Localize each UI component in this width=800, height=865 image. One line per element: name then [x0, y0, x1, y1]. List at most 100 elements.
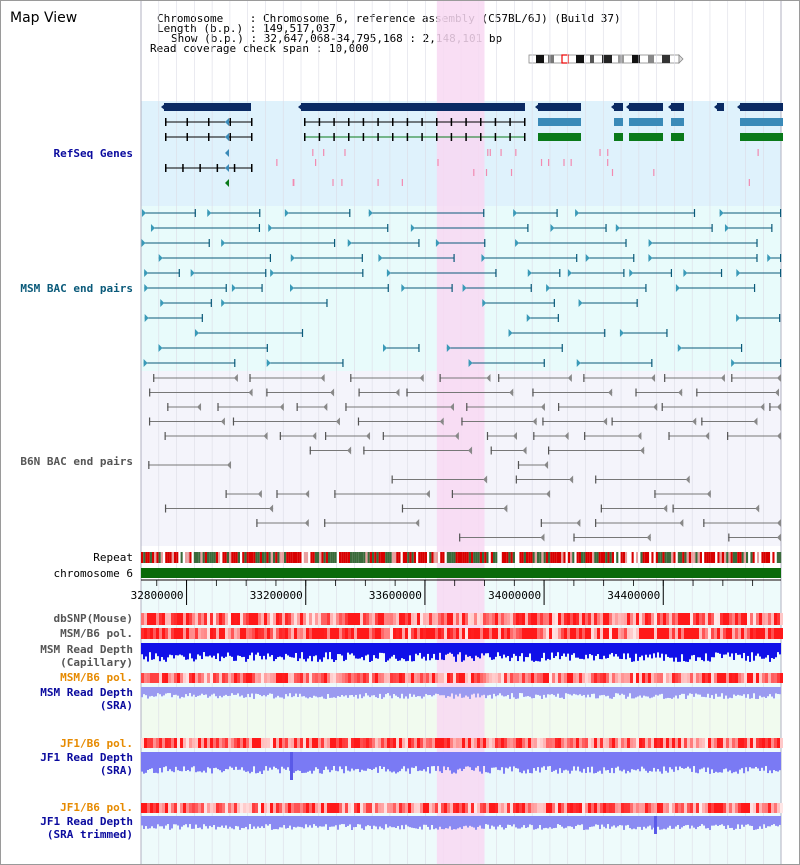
jf1-trim-depth-bar: [671, 816, 673, 829]
msm-pol2-heat-cell: [762, 673, 765, 683]
refseq-exon: [251, 118, 253, 126]
repeat-element: [603, 552, 606, 563]
jf1-pol-heat-cell: [678, 738, 681, 748]
refseq-exon: [229, 118, 231, 126]
msm-pol2-heat-cell: [747, 673, 750, 683]
dbsnp-heat-cell: [687, 613, 690, 625]
jf1-trim-depth-bar: [521, 816, 523, 828]
msm-pol-heat-cell: [294, 628, 297, 639]
msm-cap-depth-bar: [773, 643, 775, 659]
jf1-pol2-heat-cell: [489, 803, 492, 813]
chromosome-track: [141, 568, 781, 578]
msm-sra-depth-bar: [671, 687, 673, 699]
msm-cap-depth-bar: [627, 643, 629, 654]
jf1-sra-depth-bar: [603, 752, 605, 768]
jf1-pol2-heat-cell: [648, 803, 651, 813]
msm-sra-depth-bar: [439, 687, 441, 696]
repeat-element: [288, 552, 291, 563]
repeat-element: [737, 552, 740, 563]
msm-pol-heat-cell: [375, 628, 378, 639]
msm-cap-depth-bar: [249, 643, 251, 656]
msm-pol-heat-cell: [189, 628, 192, 639]
msm-cap-depth-bar: [331, 643, 333, 660]
msm-pol2-heat-cell: [588, 673, 591, 683]
jf1-sra-depth-bar: [457, 752, 459, 770]
msm-bac-end-tick: [553, 299, 555, 307]
dbsnp-heat-cell: [531, 613, 534, 625]
msm-pol-heat-cell: [528, 628, 531, 639]
jf1-pol2-heat-cell: [231, 803, 234, 813]
jf1-trim-depth-bar: [205, 816, 207, 827]
msm-bac-end-marker: [150, 224, 155, 232]
refseq-gene-block-green: [614, 133, 623, 141]
jf1-trim-depth-bar: [551, 816, 553, 829]
msm-bac-end-tick: [301, 329, 304, 337]
msm-sra-depth-bar: [525, 687, 527, 697]
b6n-bac-end-marker: [419, 374, 424, 382]
jf1-sra-depth-bar: [361, 752, 363, 770]
msm-sra-depth-bar: [717, 687, 719, 697]
msm-cap-depth-bar: [175, 643, 177, 656]
msm-cap-depth-bar: [633, 643, 635, 662]
jf1-pol-heat-cell: [324, 738, 327, 748]
msm-pol-heat-cell: [186, 628, 189, 639]
jf1-trim-depth-bar: [569, 816, 571, 827]
msm-cap-depth-bar: [657, 643, 659, 653]
jf1-trim-depth-bar: [755, 816, 757, 830]
msm-pol2-heat-cell: [414, 673, 417, 683]
jf1-pol2-heat-cell: [264, 803, 267, 813]
msm-pol2-heat-cell: [483, 673, 486, 683]
msm-cap-depth-bar: [593, 643, 595, 661]
msm-pol2-heat-cell: [621, 673, 624, 683]
dbsnp-heat-cell: [708, 613, 711, 625]
jf1-sra-depth-bar: [305, 752, 307, 773]
msm-cap-depth-bar: [447, 643, 449, 654]
jf1-trim-depth-bar: [301, 816, 303, 828]
jf1-pol2-heat-cell: [402, 803, 405, 813]
msm-cap-depth-bar: [653, 643, 655, 654]
msm-pol2-heat-cell: [519, 673, 522, 683]
msm-sra-depth-bar: [245, 687, 247, 698]
jf1-sra-depth-bar: [637, 752, 639, 770]
repeat-element: [365, 552, 368, 563]
repeat-element: [343, 552, 346, 563]
msm-sra-depth-bar: [149, 687, 151, 697]
dbsnp-heat-cell: [309, 613, 312, 625]
msm-cap-depth-bar: [397, 643, 399, 661]
jf1-pol-heat-cell: [600, 738, 603, 748]
msm-sra-depth-bar: [573, 687, 575, 694]
repeat-element: [748, 552, 751, 563]
repeat-element: [728, 552, 731, 563]
jf1-sra-depth-bar: [693, 752, 695, 767]
jf1-pol-heat-cell: [669, 738, 672, 748]
jf1-pol2-heat-cell: [165, 803, 168, 813]
jf1-pol-heat-cell: [498, 738, 501, 748]
jf1-pol2-heat-cell: [627, 803, 630, 813]
repeat-element: [462, 552, 465, 563]
jf1-pol-heat-cell: [750, 738, 753, 748]
msm-sra-depth-bar: [587, 687, 589, 695]
msm-pol-heat-cell: [384, 628, 387, 639]
msm-cap-depth-bar: [415, 643, 417, 654]
msm-sra-depth-bar: [775, 687, 777, 694]
refseq-feature-tick: [276, 159, 278, 166]
jf1-sra-depth-bar: [417, 752, 419, 772]
msm-pol2-heat-cell: [618, 673, 621, 683]
msm-cap-depth-bar: [749, 643, 751, 662]
msm-pol-heat-cell: [693, 628, 696, 639]
msm-pol2-heat-cell: [360, 673, 363, 683]
jf1-sra-depth-bar: [329, 752, 331, 773]
msm-sra-depth-bar: [343, 687, 345, 697]
repeat-element: [739, 552, 742, 563]
msm-pol-heat-cell: [471, 628, 474, 639]
jf1-trim-depth-bar: [515, 816, 517, 828]
jf1-sra-depth-bar: [161, 752, 163, 773]
jf1-pol-heat-cell: [735, 738, 738, 748]
msm-sra-depth-bar: [741, 687, 743, 696]
jf1-sra-depth-bar: [211, 752, 213, 774]
msm-pol2-heat-cell: [327, 673, 330, 683]
msm-bac-end-tick: [720, 269, 723, 277]
b6n-bac-end-marker: [468, 446, 473, 455]
jf1-pol2-heat-cell: [303, 803, 306, 813]
